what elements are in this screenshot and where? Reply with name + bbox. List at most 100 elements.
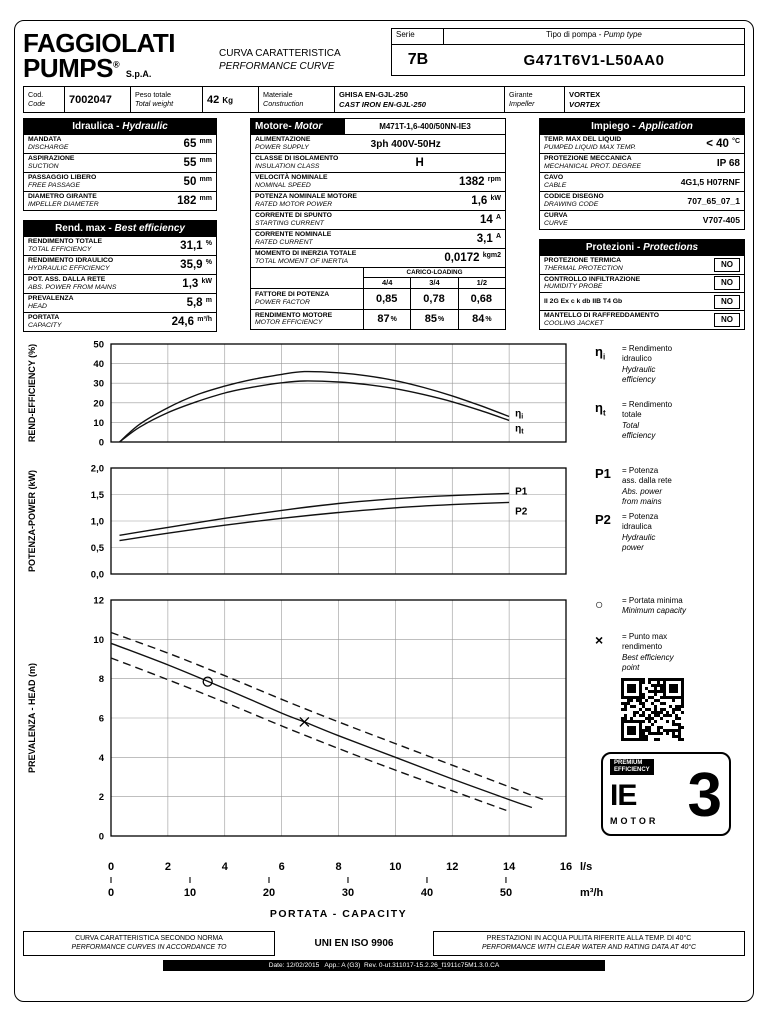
svg-text:6: 6 <box>99 714 104 725</box>
head-chart: 0 2 4 6 8 10 12 PREVALENZA - HEAD (m) <box>27 596 567 843</box>
spec-row: PREVALENZA HEAD 5,8 m <box>24 293 216 312</box>
protections-title: Protezioni - Protections <box>540 240 744 255</box>
serie-value: 7B <box>407 51 429 68</box>
svg-text:PREVALENZA - HEAD (m): PREVALENZA - HEAD (m) <box>27 663 37 773</box>
footer: CURVA CARATTERISTICA SECONDO NORMA PERFO… <box>23 931 745 956</box>
spec-row: CORRENTE DI SPUNTO STARTING CURRENT 14 A <box>251 210 505 229</box>
svg-text:2: 2 <box>165 861 171 873</box>
status-badge: NO <box>714 294 740 309</box>
legend-min-capacity: ○ = Portata minima Minimum capacity <box>595 596 687 616</box>
svg-text:REND-EFFICIENCY (%): REND-EFFICIENCY (%) <box>27 344 37 442</box>
spec-row: CURVA CURVE V707-405 <box>540 210 744 229</box>
svg-text:16: 16 <box>560 861 572 873</box>
pump-type-value: G471T6V1-L50AA0 <box>523 51 665 69</box>
svg-text:4: 4 <box>222 861 229 873</box>
status-badge: NO <box>714 313 740 328</box>
spec-row: VELOCITÀ NOMINALE NOMINAL SPEED 1382 rpm <box>251 172 505 191</box>
legend-p2: P2 = Potenza idraulica Hydraulic power <box>595 512 659 553</box>
spec-row: POTENZA NOMINALE MOTORE RATED MOTOR POWER… <box>251 191 505 210</box>
spec-row: CODICE DISEGNO DRAWING CODE 707_65_07_1 <box>540 191 744 210</box>
p1-symbol: P1 <box>595 466 611 481</box>
code-value: 7002047 <box>64 87 130 112</box>
spec-row: TEMP. MAX DEL LIQUID PUMPED LIQUID MAX TE… <box>540 134 744 153</box>
impeller-value: VORTEX VORTEX <box>564 87 744 112</box>
material-value: GHISA EN-GJL-250 CAST IRON EN-GJL-250 <box>334 87 504 112</box>
svg-text:8: 8 <box>99 674 104 685</box>
best-efficiency-title: Rend. max - Best efficiency <box>24 221 216 236</box>
svg-text:0: 0 <box>108 861 114 873</box>
min-capacity-icon: ○ <box>595 596 604 612</box>
svg-text:0,5: 0,5 <box>91 543 105 554</box>
legend-eta-t: ηt = Rendimento totale Total efficiency <box>595 400 673 441</box>
footer-performance-note: PRESTAZIONI IN ACQUA PULITA RIFERITE ALL… <box>433 931 745 956</box>
loading-col: 3/4 <box>410 278 457 288</box>
svg-text:20: 20 <box>263 887 275 899</box>
svg-text:40: 40 <box>421 887 433 899</box>
status-badge: NO <box>714 257 740 272</box>
svg-text:8: 8 <box>335 861 341 873</box>
svg-text:50: 50 <box>500 887 512 899</box>
spec-row: RENDIMENTO IDRAULICO HYDRAULIC EFFICIENCY… <box>24 255 216 274</box>
document-title: CURVA CARATTERISTICA PERFORMANCE CURVE <box>219 48 341 72</box>
svg-text:40: 40 <box>93 359 104 370</box>
motor-model: M471T-1,6-400/50NN-IE3 <box>379 122 471 131</box>
best-efficiency-table: Rend. max - Best efficiency RENDIMENTO T… <box>23 220 217 332</box>
efficiency-chart: 0 10 20 30 40 50 REND-EFFICIENCY (%) ηi ηt <box>27 340 567 449</box>
spec-row: CORRENTE NOMINALE RATED CURRENT 3,1 A <box>251 229 505 248</box>
loading-col: 1/2 <box>457 278 505 288</box>
footer-standard-note: CURVA CARATTERISTICA SECONDO NORMA PERFO… <box>23 931 275 956</box>
weight-label: Peso totale Total weight <box>130 87 202 112</box>
svg-text:12: 12 <box>446 861 458 873</box>
loading-header: CARICO-LOADING 4/4 3/4 1/2 <box>251 267 505 288</box>
svg-text:30: 30 <box>342 887 354 899</box>
best-point-icon: × <box>595 632 604 648</box>
svg-text:10: 10 <box>93 635 104 646</box>
spec-row: MANDATA DISCHARGE 65 mm <box>24 134 216 153</box>
spec-row: PROTEZIONE TERMICA THERMAL PROTECTION NO <box>540 255 744 274</box>
svg-text:20: 20 <box>93 398 104 409</box>
protections-table: Protezioni - Protections PROTEZIONE TERM… <box>539 239 745 330</box>
svg-text:50: 50 <box>93 340 104 351</box>
svg-text:0: 0 <box>99 832 104 843</box>
registered-mark: ® <box>112 59 120 70</box>
svg-text:4: 4 <box>99 753 105 764</box>
material-label: Materiale Construction <box>258 87 334 112</box>
hydraulic-table-title: Idraulica - Hydraulic <box>24 119 216 134</box>
pump-type-label: Tipo di pompa - Pump type <box>444 29 744 45</box>
svg-text:30: 30 <box>93 379 104 390</box>
flow-x-axis: 0 2 4 6 8 10 12 14 16 l/s 0 10 20 30 40 50 m³/h PORTATA -… <box>108 861 604 920</box>
spec-row: PROTEZIONE MECCANICA MECHANICAL PROT. DEG… <box>540 153 744 172</box>
brand-line2: PUMPS® S.p.A. <box>23 52 152 83</box>
hydraulic-table: Idraulica - Hydraulic MANDATA DISCHARGE 65… <box>23 118 217 211</box>
ie3-logo: PREMIUM EFFICIENCY IE 3 MOTOR <box>601 752 731 836</box>
spec-row: II 2G Ex c k db IIB T4 Gb NO <box>540 292 744 310</box>
spec-row: CONTROLLO INFILTRAZIONE HUMIDITY PROBE NO <box>540 273 744 293</box>
spec-row: MOMENTO DI INERZIA TOTALE TOTAL MOMENT OF… <box>251 248 505 267</box>
spec-row: RENDIMENTO MOTORE MOTOR EFFICIENCY 87% 85… <box>251 308 505 330</box>
svg-text:ηt: ηt <box>515 423 524 435</box>
svg-text:6: 6 <box>279 861 285 873</box>
svg-text:1,0: 1,0 <box>91 517 104 528</box>
date-revision-bar: Date: 12/02/2015 App.: A (G3) Rev. 0-ut.… <box>163 959 605 971</box>
spec-row: DIAMETRO GIRANTE IMPELLER DIAMETER 182 mm <box>24 191 216 210</box>
spec-tables: Idraulica - Hydraulic MANDATA DISCHARGE 65… <box>23 118 745 332</box>
spec-row: ALIMENTAZIONE POWER SUPPLY 3ph 400V-50Hz <box>251 134 505 153</box>
datasheet-page: FAGGIOLATI PUMPS® S.p.A. CURVA CARATTERI… <box>14 20 754 1002</box>
svg-text:ηi: ηi <box>515 409 523 421</box>
application-title: Impiego - Application <box>540 119 744 134</box>
svg-text:0: 0 <box>108 887 114 899</box>
status-badge: NO <box>714 276 740 291</box>
spec-row: POT. ASS. DALLA RETE ABS. POWER FROM MAIN… <box>24 274 216 293</box>
header: FAGGIOLATI PUMPS® S.p.A. CURVA CARATTERI… <box>23 28 745 82</box>
svg-text:l/s: l/s <box>580 861 592 873</box>
svg-text:m³/h: m³/h <box>580 887 604 899</box>
svg-text:14: 14 <box>503 861 516 873</box>
svg-text:10: 10 <box>389 861 401 873</box>
svg-text:2: 2 <box>99 792 104 803</box>
brand-line1: FAGGIOLATI <box>23 28 175 58</box>
weight-value: 42 Kg <box>202 87 258 112</box>
legend-p1: P1 = Potenza ass. dalla rete Abs. power f… <box>595 466 672 507</box>
motor-table: Motore- Motor M471T-1,6-400/50NN-IE3 ALI… <box>250 118 506 331</box>
application-table: Impiego - Application TEMP. MAX DEL LIQU… <box>539 118 745 230</box>
p2-symbol: P2 <box>595 512 611 527</box>
